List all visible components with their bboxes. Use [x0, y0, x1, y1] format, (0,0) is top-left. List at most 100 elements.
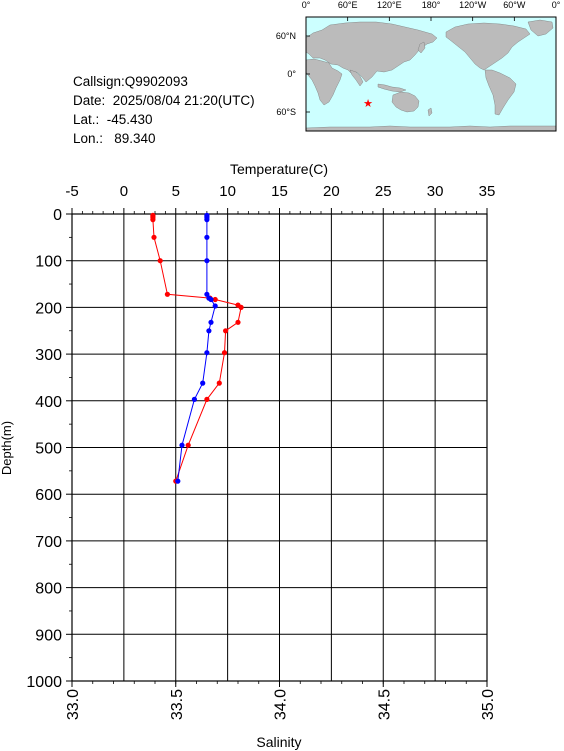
temperature-data-point [204, 396, 210, 402]
profile-info: Callsign:Q9902093 Date: 2025/08/04 21:20… [73, 72, 255, 148]
land-newzealand [427, 107, 433, 117]
longitude-label: Lon.: 89.340 [73, 131, 156, 146]
salinity-data-point [204, 217, 210, 223]
map-lon-label: 60°W [503, 0, 526, 10]
salinity-data-point [206, 295, 212, 301]
temperature-data-point [150, 215, 156, 221]
temperature-data-point [157, 258, 163, 264]
depth-tick-label: 900 [35, 627, 62, 644]
salinity-data-point [204, 213, 210, 219]
plot-frame [71, 213, 488, 682]
temperature-tick-label: 35 [479, 183, 496, 200]
depth-tick-label: 800 [35, 581, 62, 598]
salinity-data-point [204, 258, 210, 264]
map-ticks [305, 17, 557, 113]
axis-tick-labels: -5 0 5 10 15 20 25 30 35010020030040050060070080… [26, 183, 497, 720]
depth-tick-label: 200 [35, 300, 62, 317]
temperature-tick-label: 5 [172, 183, 180, 200]
temperature-data-point [238, 304, 244, 310]
map-lon-label: 0° [302, 0, 311, 10]
salinity-data-point [204, 350, 210, 356]
land-greenland [527, 19, 554, 37]
salinity-tick-label: 34.0 [273, 689, 290, 720]
salinity-data-point [208, 319, 214, 325]
land-japan [417, 41, 426, 54]
temperature-tick-label: 25 [375, 183, 392, 200]
map-labels: 0° 60°E 120°E 180° 120°W 60°W 0° 60°N 0° 60°S [276, 0, 561, 117]
map-lat-label: 60°S [276, 107, 296, 117]
map-lat-label: 60°N [276, 31, 296, 41]
temperature-data-point [212, 296, 218, 303]
land-africa [305, 58, 343, 106]
land-india [349, 69, 364, 87]
temperature-tick-label: 10 [219, 183, 236, 200]
salinity-tick-label: 34.5 [376, 689, 393, 720]
depth-tick-label: 300 [35, 347, 62, 364]
temperature-profile-line [152, 215, 242, 482]
depth-tick-label: 500 [35, 441, 62, 458]
temperature-data-point [173, 478, 179, 484]
temperature-data-point [150, 213, 156, 219]
map-land [305, 19, 557, 132]
depth-tick-label: 0 [53, 207, 62, 224]
salinity-profile-line [177, 215, 216, 482]
salinity-data-point [204, 291, 210, 297]
salinity-data-point [206, 328, 212, 334]
salinity-tick-label: 33.0 [65, 689, 82, 720]
callsign-label: Callsign:Q9902093 [73, 74, 188, 89]
salinity-tick-label: 35.0 [480, 689, 497, 720]
location-map: 0° 60°E 120°E 180° 120°W 60°W 0° 60°N 0° 60°S ★ [276, 0, 561, 132]
temperature-tick-label: -5 [65, 183, 78, 200]
temperature-data-point [235, 319, 241, 325]
salinity-data-point [200, 380, 206, 386]
temperature-data-point [150, 212, 156, 218]
salinity-axis-label: Salinity [256, 734, 301, 750]
temperature-data-point [207, 295, 213, 301]
map-lon-label: 0° [552, 0, 561, 10]
depth-tick-label: 400 [35, 394, 62, 411]
temperature-data-point [150, 217, 156, 223]
salinity-data-point [204, 234, 210, 240]
depth-tick-label: 700 [35, 534, 62, 551]
axis-ticks [66, 208, 488, 687]
salinity-data-point [212, 303, 218, 309]
depth-tick-label: 1000 [26, 674, 62, 691]
salinity-data-point [191, 396, 197, 402]
temperature-tick-label: 20 [323, 183, 340, 200]
temperature-data-point [221, 350, 228, 356]
temperature-data-point [164, 291, 170, 297]
temperature-tick-label: 15 [271, 183, 288, 200]
salinity-data-point [208, 296, 214, 303]
land-indonesia [377, 83, 407, 93]
temperature-axis-label: Temperature(C) [230, 161, 328, 177]
temperature-data-point [216, 380, 222, 386]
temperature-tick-label: 30 [427, 183, 444, 200]
salinity-data-point [204, 212, 210, 218]
depth-axis-label: Depth(m) [0, 421, 14, 475]
map-lon-label: 120°W [459, 0, 487, 10]
temperature-data-point [223, 328, 229, 334]
temperature-data-point [235, 302, 241, 308]
series-lines [152, 215, 242, 482]
salinity-tick-label: 33.5 [169, 689, 186, 720]
salinity-data-point [179, 442, 185, 448]
station-marker: ★ [363, 97, 373, 110]
temperature-tick-label: 0 [120, 183, 128, 200]
chart-grid [71, 213, 488, 682]
land-north-america [445, 22, 531, 71]
latitude-label: Lat.: -45.430 [73, 112, 153, 127]
temperature-data-point [185, 442, 191, 448]
land-australia [391, 91, 420, 113]
land-south-america [484, 69, 517, 116]
map-lon-label: 60°E [338, 0, 358, 10]
map-lon-label: 180° [422, 0, 441, 10]
salinity-data-point [175, 478, 181, 484]
depth-tick-label: 600 [35, 487, 62, 504]
salinity-data-point [204, 215, 210, 221]
depth-tick-label: 100 [35, 254, 62, 271]
land-eurasia [305, 21, 438, 83]
date-label: Date: 2025/08/04 21:20(UTC) [73, 93, 255, 108]
series-points [150, 212, 244, 484]
map-lon-label: 120°E [377, 0, 402, 10]
temperature-data-point [151, 234, 157, 240]
